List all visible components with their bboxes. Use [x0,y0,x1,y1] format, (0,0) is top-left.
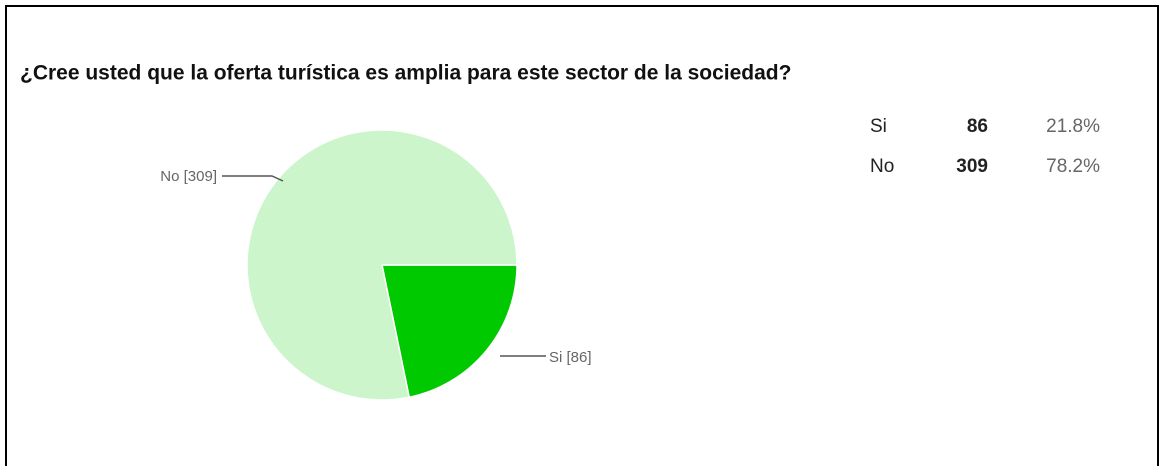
slice-label: No [309] [160,168,217,185]
pie [246,129,518,401]
frame [5,5,1159,466]
legend-table: Si 86 21.8% No 309 78.2% [870,116,1100,177]
legend-count: 86 [967,116,988,137]
legend-percentage: 21.8% [1046,116,1100,137]
chart-title: ¿Cree usted que la oferta turística es a… [20,62,791,85]
leader-line [222,175,284,182]
legend-category: Si [870,116,887,137]
legend-count: 309 [956,156,988,177]
slice-label: Si [86] [549,349,592,366]
pie-slice [381,264,518,399]
legend-category: No [870,156,894,177]
legend-percentage: 78.2% [1046,156,1100,177]
pie-slice [246,129,518,401]
